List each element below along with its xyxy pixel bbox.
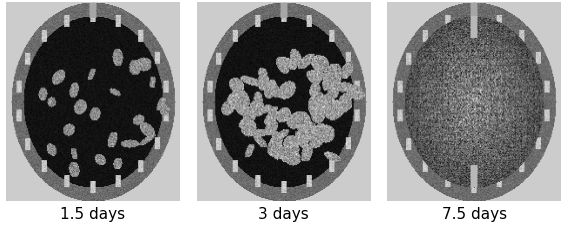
X-axis label: 7.5 days: 7.5 days <box>442 207 507 222</box>
X-axis label: 1.5 days: 1.5 days <box>60 207 125 222</box>
X-axis label: 3 days: 3 days <box>258 207 309 222</box>
